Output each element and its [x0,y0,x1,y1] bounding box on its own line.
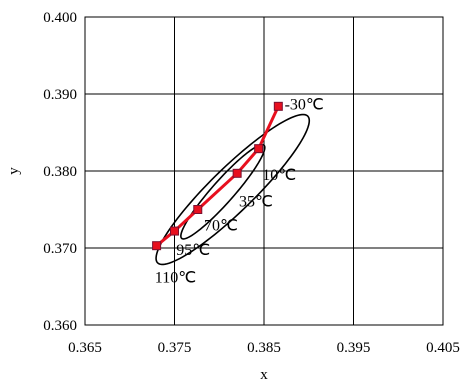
y-tick-label: 0.370 [43,241,77,257]
ellipses [155,113,311,266]
temperature-label: 10℃ [262,167,296,184]
y-tick-labels: 0.360 0.370 0.380 0.390 0.400 [43,10,77,334]
data-point [152,241,162,251]
data-point [193,205,203,214]
x-tick-label: 0.385 [247,340,281,356]
series [152,101,283,251]
outer-ellipse [155,113,311,266]
x-axis-title: x [260,367,268,383]
x-tick-label: 0.365 [68,340,102,356]
temperature-label: 110℃ [155,270,196,287]
x-tick-labels: 0.365 0.375 0.385 0.395 0.405 [68,340,460,356]
inner-ellipse [180,143,266,240]
data-point [170,226,179,236]
temperature-label: 35℃ [239,193,273,210]
y-tick-label: 0.380 [43,164,77,180]
y-axis-title: y [6,167,22,175]
data-point [273,101,283,111]
temperature-label: 95℃ [176,242,210,259]
x-tick-label: 0.375 [158,340,192,356]
temperature-label: 70℃ [204,217,238,234]
y-tick-label: 0.400 [43,10,77,26]
data-point [254,144,264,154]
y-tick-label: 0.390 [43,87,77,103]
annotations: -30℃ 10℃ 35℃70℃ 95℃ 110℃ [155,96,324,286]
plot-frame [84,16,444,326]
data-point [232,168,242,178]
x-tick-label: 0.405 [426,340,460,356]
temperature-label: -30℃ [285,96,324,113]
y-tick-label: 0.360 [43,318,77,334]
x-tick-label: 0.395 [337,340,371,356]
